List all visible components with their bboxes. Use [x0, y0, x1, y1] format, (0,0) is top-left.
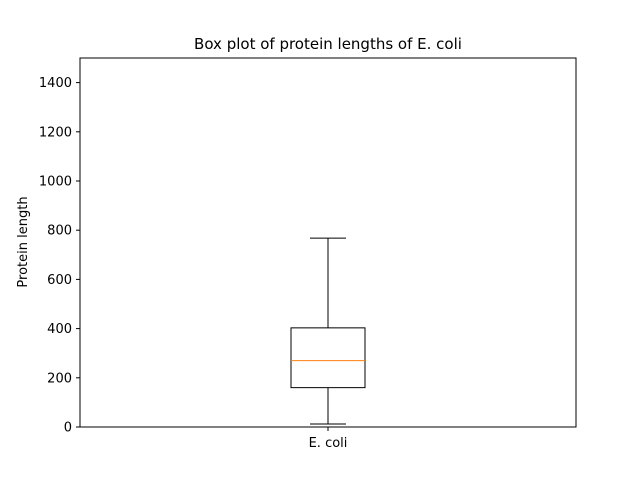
y-tick-label: 1400 [39, 76, 72, 91]
y-tick-label: 400 [47, 322, 72, 337]
interquartile-box [290, 327, 366, 389]
y-tick-label: 200 [47, 371, 72, 386]
y-tick-label: 1000 [39, 175, 72, 190]
y-axis-ticks: 0 200 400 600 800 1000 1200 1400 [39, 76, 80, 436]
y-tick-label: 0 [64, 421, 72, 436]
x-axis-ticks: E. coli [309, 427, 348, 451]
x-tick-label: E. coli [309, 436, 348, 451]
y-tick-label: 800 [47, 224, 72, 239]
chart-title: Box plot of protein lengths of E. coli [194, 35, 462, 53]
y-axis-label: Protein length [16, 196, 31, 287]
y-tick-label: 1200 [39, 125, 72, 140]
box-plot-item [290, 237, 366, 425]
box-series [290, 237, 366, 425]
plot-area-frame [79, 57, 577, 428]
y-tick-label: 600 [47, 273, 72, 288]
